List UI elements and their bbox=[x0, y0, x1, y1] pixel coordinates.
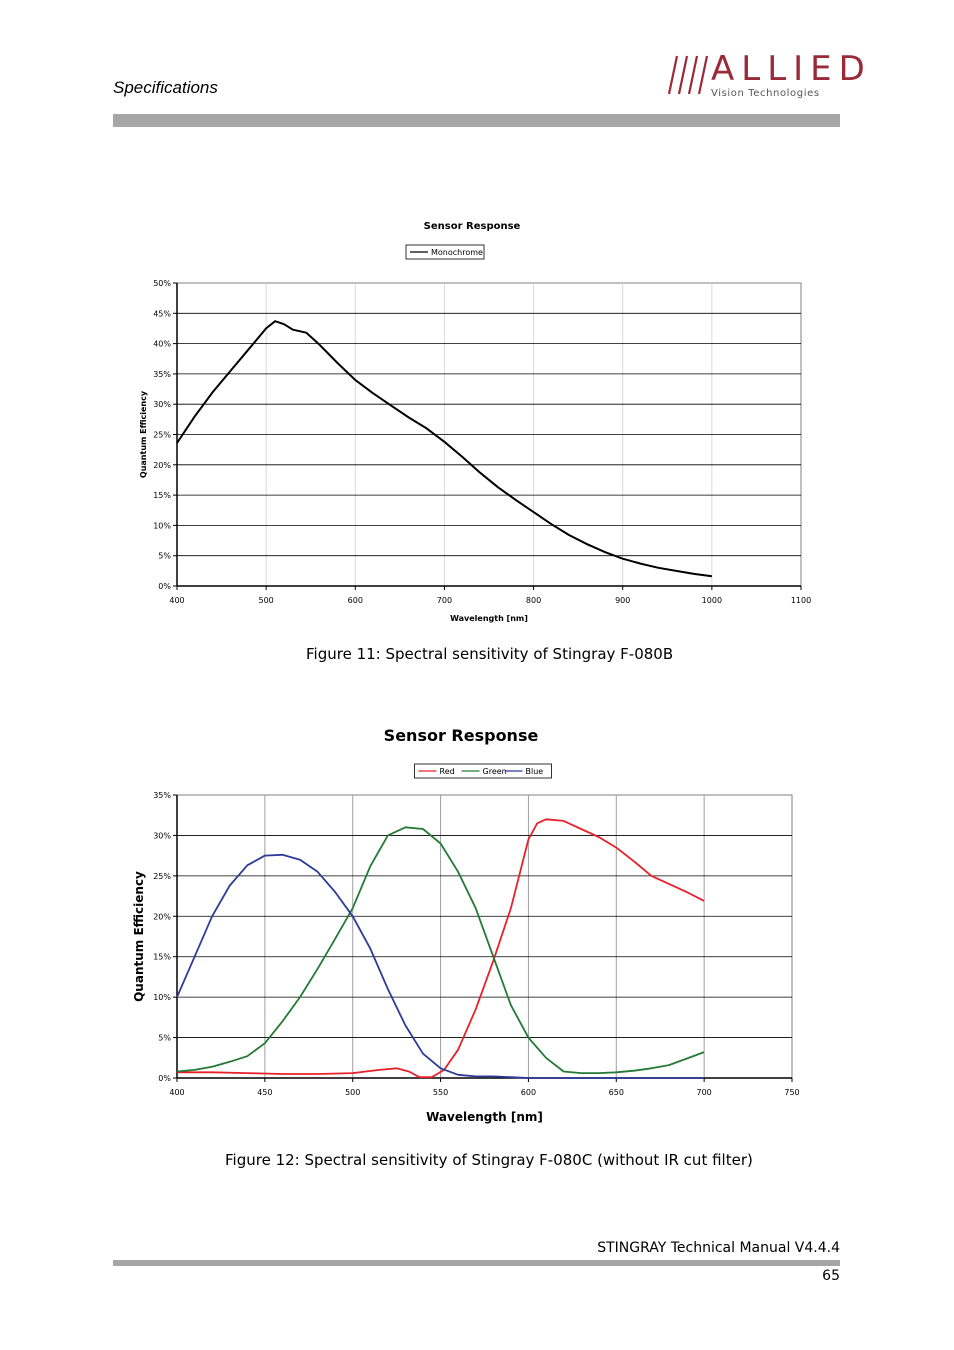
y-tick-label: 35% bbox=[153, 370, 171, 379]
legend-label-red: Red bbox=[440, 767, 455, 776]
x-tick-label: 400 bbox=[169, 1088, 184, 1097]
y-tick-label: 30% bbox=[153, 400, 171, 409]
y-tick-label: 15% bbox=[153, 953, 171, 962]
legend-label-monochrome: Monochrome bbox=[431, 248, 483, 257]
x-tick-label: 500 bbox=[259, 596, 274, 605]
x-tick-label: 1100 bbox=[791, 596, 811, 605]
x-tick-label: 450 bbox=[257, 1088, 272, 1097]
x-tick-label: 900 bbox=[615, 596, 630, 605]
x-tick-label: 700 bbox=[437, 596, 452, 605]
legend-box bbox=[414, 763, 552, 779]
chart-color-sensor-response: Sensor Response 400 450 500 550 600 650 700 750 0… bbox=[132, 726, 800, 1124]
y-tick-label: 25% bbox=[153, 431, 171, 440]
y-tick-label: 10% bbox=[153, 521, 171, 530]
y-tick-label: 20% bbox=[153, 461, 171, 470]
x-tick-label: 400 bbox=[169, 596, 184, 605]
logo-subtitle: Vision Technologies bbox=[711, 88, 820, 99]
legend-label-green: Green bbox=[483, 767, 507, 776]
legend-label-blue: Blue bbox=[526, 767, 544, 776]
series-line-monochrome bbox=[176, 320, 713, 578]
x-tick-label: 1000 bbox=[702, 596, 722, 605]
y-tick-label: 0% bbox=[158, 1074, 171, 1083]
y-tick-label: 40% bbox=[153, 340, 171, 349]
x-tick-label: 700 bbox=[697, 1088, 712, 1097]
y-tick-label: 45% bbox=[153, 309, 171, 318]
page-number: 65 bbox=[822, 1268, 840, 1284]
chart-title: Sensor Response bbox=[384, 726, 539, 745]
section-title: Specifications bbox=[113, 78, 218, 97]
x-axis-label: Wavelength [nm] bbox=[426, 1110, 543, 1124]
y-tick-label: 25% bbox=[153, 872, 171, 881]
y-axis-label: Quantum Efficiency bbox=[132, 871, 146, 1002]
chart-monochrome-sensor-response: Sensor Response 400 500 600 700 800 900 1000 110… bbox=[139, 221, 811, 623]
footer-rule bbox=[113, 1260, 840, 1266]
x-tick-label: 500 bbox=[345, 1088, 360, 1097]
x-tick-label: 600 bbox=[521, 1088, 536, 1097]
x-axis-label: Wavelength [nm] bbox=[450, 614, 528, 623]
allied-logo: ALLIED Vision Technologies bbox=[668, 49, 865, 100]
series-line-blue bbox=[176, 853, 705, 1079]
y-tick-label: 30% bbox=[153, 831, 171, 840]
x-tick-label: 650 bbox=[609, 1088, 624, 1097]
y-tick-label: 0% bbox=[158, 582, 171, 591]
x-tick-label: 750 bbox=[784, 1088, 799, 1097]
y-tick-label: 5% bbox=[158, 1034, 171, 1043]
x-tick-label: 600 bbox=[348, 596, 363, 605]
y-tick-label: 20% bbox=[153, 912, 171, 921]
header-rule bbox=[113, 114, 840, 127]
y-axis-label: Quantum Efficiency bbox=[139, 390, 148, 478]
series-line-red bbox=[177, 818, 705, 1079]
logo-wordmark: ALLIED bbox=[711, 49, 872, 89]
footer-manual-title: STINGRAY Technical Manual V4.4.4 bbox=[597, 1240, 840, 1256]
plot-area bbox=[176, 794, 793, 1079]
logo-slashes-icon bbox=[668, 55, 709, 95]
figure-11-caption: Figure 11: Spectral sensitivity of Sting… bbox=[306, 645, 674, 663]
figure-12-caption: Figure 12: Spectral sensitivity of Sting… bbox=[225, 1151, 753, 1169]
y-tick-label: 35% bbox=[153, 791, 171, 800]
y-tick-label: 5% bbox=[158, 552, 171, 561]
legend-box bbox=[405, 244, 485, 260]
chart-title: Sensor Response bbox=[424, 221, 521, 232]
x-tick-label: 800 bbox=[526, 596, 541, 605]
series-line-green bbox=[176, 826, 705, 1074]
x-tick-label: 550 bbox=[433, 1088, 448, 1097]
y-tick-label: 10% bbox=[153, 993, 171, 1002]
y-tick-label: 50% bbox=[153, 279, 171, 288]
y-tick-label: 15% bbox=[153, 491, 171, 500]
